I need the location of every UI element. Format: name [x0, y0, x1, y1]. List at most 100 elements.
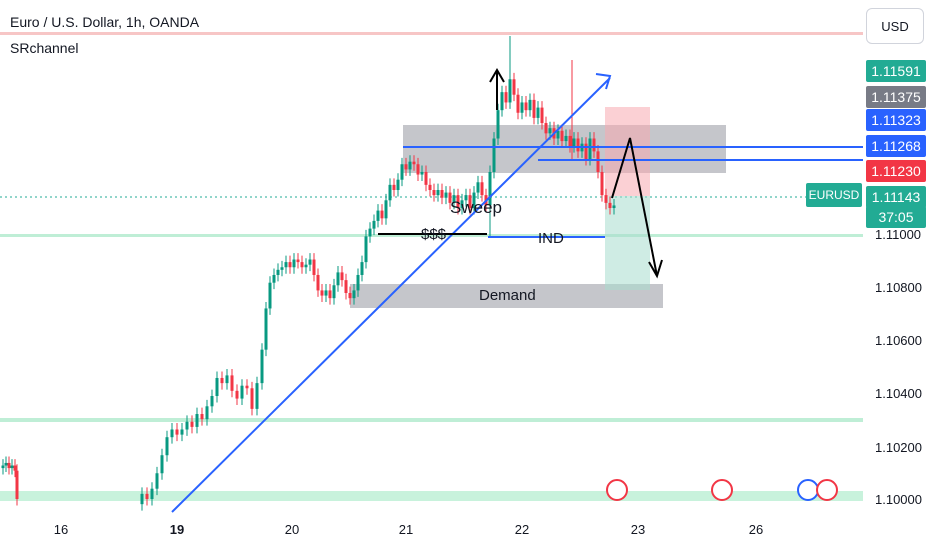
candle-body: [276, 269, 280, 275]
price-tag: 1.11143: [866, 186, 926, 208]
candle-body: [596, 151, 600, 172]
candle-body: [260, 349, 264, 384]
candle-body: [220, 377, 224, 384]
candle-body: [468, 195, 472, 209]
price-tag: 1.11375: [866, 86, 926, 108]
candle-body: [520, 102, 524, 113]
time-tick-label: 21: [398, 522, 414, 537]
candle-body: [416, 164, 420, 175]
candle-body: [472, 192, 476, 209]
indicator-label[interactable]: SRchannel: [10, 40, 79, 56]
candle-body: [420, 171, 424, 175]
candle-body: [576, 138, 580, 152]
price-tick-label: 1.11000: [875, 227, 922, 242]
demand-label: Demand: [479, 287, 536, 304]
candle-body: [376, 210, 380, 221]
price-tick-label: 1.10000: [875, 492, 922, 507]
price-tick-label: 1.10600: [875, 333, 922, 348]
candle-body: [492, 138, 496, 172]
candle-body: [225, 375, 229, 384]
candle-body: [476, 182, 480, 193]
symbol-tag: EURUSD: [806, 183, 862, 207]
candle-body: [428, 184, 432, 190]
support-line-1.11: [0, 234, 863, 237]
candle-body: [512, 79, 516, 95]
candle-body: [324, 290, 328, 296]
candle-body: [440, 190, 444, 198]
candle-body: [496, 110, 500, 139]
candle-body: [284, 262, 288, 268]
candle-body: [532, 99, 536, 118]
candle-body: [280, 267, 284, 270]
candle-body: [336, 272, 340, 286]
candle-body: [304, 264, 308, 268]
candle-body: [564, 135, 568, 142]
candle-body: [444, 192, 448, 198]
candle-body: [432, 190, 436, 196]
candle-body: [200, 414, 204, 420]
candle-body: [4, 462, 8, 466]
candle-body: [504, 92, 508, 103]
candle-body: [400, 164, 404, 180]
candle-body: [608, 202, 612, 209]
candle-body: [300, 262, 304, 268]
candle-body: [584, 143, 588, 160]
candle-body: [340, 272, 344, 281]
time-tick-label: 26: [748, 522, 764, 537]
projection-path: [611, 137, 658, 277]
candle-body: [210, 396, 214, 407]
candle-body: [516, 94, 520, 113]
candle-body: [160, 455, 164, 474]
candle-body: [480, 182, 484, 196]
candle-body: [235, 390, 239, 399]
price-tick-label: 1.10400: [875, 386, 922, 401]
candle-body: [588, 138, 592, 160]
time-tick-label: 22: [514, 522, 530, 537]
candle-body: [344, 280, 348, 293]
chart-zones: [350, 107, 726, 308]
candle-body: [145, 493, 149, 499]
currency-button[interactable]: USD: [866, 8, 924, 44]
time-tick-label: 16: [53, 522, 69, 537]
candle-body: [165, 437, 169, 456]
candle-body: [175, 429, 179, 435]
candle-body: [500, 92, 504, 111]
price-tick-label: 1.10200: [875, 440, 922, 455]
candle-body: [296, 259, 300, 263]
candle-body: [448, 192, 452, 203]
ind-label: IND: [538, 230, 564, 247]
candle-body: [460, 200, 464, 209]
candle-body: [255, 383, 259, 409]
candlestick-series: [1, 36, 616, 511]
candle-body: [548, 128, 552, 134]
candle-body: [7, 462, 11, 469]
candle-body: [245, 385, 249, 389]
time-tick-label: 23: [630, 522, 646, 537]
candle-body: [250, 388, 254, 409]
liquidity-label: $$$: [421, 226, 447, 243]
candle-body: [10, 465, 14, 469]
economic-event-icon: [711, 479, 733, 501]
price-tag: 1.11591: [866, 60, 926, 82]
candle-body: [352, 290, 356, 299]
candle-body: [540, 107, 544, 124]
chart-title: Euro / U.S. Dollar, 1h, OANDA: [10, 14, 200, 30]
candle-body: [524, 102, 528, 111]
price-tag: 1.11268: [866, 135, 926, 157]
candle-body: [13, 465, 17, 471]
candle-body: [560, 130, 564, 142]
candle-body: [328, 290, 332, 299]
trendline-arrowhead: [595, 73, 612, 90]
candle-body: [384, 200, 388, 219]
candle-body: [268, 282, 272, 309]
candle-body: [392, 184, 396, 190]
candle-body: [312, 259, 316, 275]
candle-body: [155, 473, 159, 489]
target-zone: [605, 196, 650, 290]
candle-body: [230, 375, 234, 391]
candle-body: [464, 195, 468, 201]
candle-body: [1, 465, 5, 469]
candle-body: [600, 171, 604, 196]
support-zone-1.10: [0, 491, 863, 501]
